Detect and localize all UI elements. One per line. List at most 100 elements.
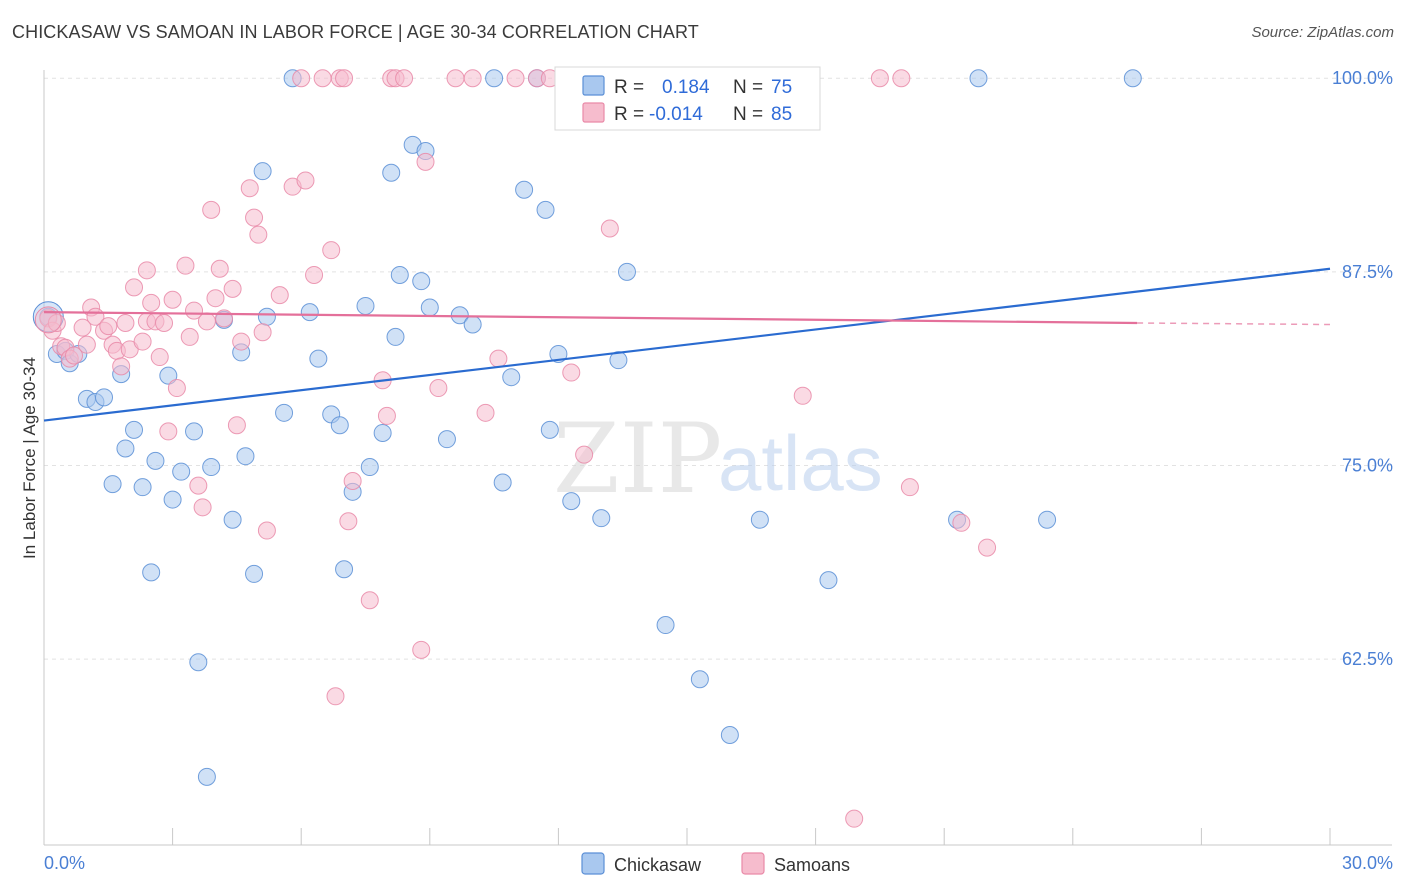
samoans-point <box>446 69 465 88</box>
chickasaw-point <box>95 388 114 407</box>
samoans-point <box>892 69 911 88</box>
chickasaw-point <box>300 303 319 322</box>
samoans-point <box>326 687 345 706</box>
chickasaw-point <box>540 420 559 439</box>
samoans-point <box>142 293 161 312</box>
chickasaw-point <box>189 653 208 672</box>
chickasaw-point <box>656 616 675 635</box>
samoans-point <box>245 208 264 227</box>
samoans-point <box>845 809 864 828</box>
samoans-point <box>253 323 272 342</box>
chickasaw-point <box>437 430 456 449</box>
samoans-point <box>159 422 178 441</box>
stats-r-label-samoans: R = <box>614 104 644 125</box>
chickasaw-point <box>330 416 349 435</box>
samoans-point <box>395 69 414 88</box>
stats-n-label-samoans: N = <box>733 104 763 125</box>
chickasaw-point <box>360 458 379 477</box>
watermark: ZIP atlas <box>553 403 883 515</box>
samoans-point <box>189 476 208 495</box>
chickasaw-point <box>819 571 838 590</box>
samoans-point <box>116 313 135 332</box>
chickasaw-point <box>382 163 401 182</box>
chickasaw-point <box>125 420 144 439</box>
chickasaw-point <box>197 767 216 786</box>
samoans-points <box>34 69 997 828</box>
y-tick-labels: 100.0% 87.5% 75.0% 62.5% <box>1332 68 1393 669</box>
samoans-point <box>313 69 332 88</box>
chickasaw-point <box>720 726 739 745</box>
source-credit: Source: ZipAtlas.com <box>1251 24 1394 41</box>
samoans-point <box>360 591 379 610</box>
samoans-point <box>339 512 358 531</box>
samoans-point <box>952 513 971 532</box>
samoans-point <box>227 416 246 435</box>
samoans-point <box>137 261 156 280</box>
samoans-trend-line-extension <box>1137 322 1331 326</box>
stats-r-samoans: -0.014 <box>649 104 703 125</box>
stats-r-chickasaw: 0.184 <box>662 77 710 98</box>
chickasaw-point <box>463 315 482 334</box>
chickasaw-point <box>592 509 611 528</box>
chickasaw-point <box>1038 510 1057 529</box>
x-tick-labels: 0.0% 30.0% <box>44 853 1393 873</box>
samoans-point <box>240 179 259 198</box>
watermark-atlas: atlas <box>718 419 883 507</box>
chickasaw-point <box>750 510 769 529</box>
samoans-point <box>197 312 216 331</box>
samoans-point <box>978 538 997 557</box>
chickasaw-point <box>536 200 555 219</box>
samoans-point <box>77 335 96 354</box>
chickasaw-point <box>502 368 521 387</box>
samoans-point <box>506 69 525 88</box>
chickasaw-point <box>690 670 709 689</box>
chickasaw-point <box>146 451 165 470</box>
samoans-point <box>65 346 84 365</box>
chickasaw-point <box>335 560 354 579</box>
chickasaw-point <box>373 423 392 442</box>
samoans-point <box>215 309 234 328</box>
samoans-point <box>416 152 435 171</box>
chickasaw-point <box>142 563 161 582</box>
samoans-point <box>180 327 199 346</box>
samoans-point <box>249 225 268 244</box>
samoans-point <box>112 357 131 376</box>
y-tick-label: 100.0% <box>1332 68 1393 88</box>
y-tick-label: 75.0% <box>1342 455 1393 475</box>
chickasaw-point <box>493 473 512 492</box>
samoans-point <box>133 332 152 351</box>
samoans-point <box>870 69 889 88</box>
samoans-point <box>793 386 812 405</box>
samoans-point <box>562 363 581 382</box>
stats-box: R = 0.184 N = 75 R = -0.014 N = 85 <box>554 66 821 131</box>
stats-n-chickasaw: 75 <box>771 77 792 98</box>
samoans-point <box>150 348 169 367</box>
stats-n-label-chickasaw: N = <box>733 77 763 98</box>
samoans-point <box>206 289 225 308</box>
samoans-point <box>429 379 448 398</box>
y-tick-label: 87.5% <box>1342 262 1393 282</box>
samoans-point-cluster <box>34 306 62 334</box>
samoans-point <box>343 471 362 490</box>
chickasaw-point <box>236 447 255 466</box>
samoans-point <box>322 241 341 260</box>
legend: Chickasaw Samoans <box>581 852 850 875</box>
samoans-point <box>155 313 174 332</box>
samoans-point <box>600 219 619 238</box>
chickasaw-point <box>549 344 568 363</box>
chickasaw-point <box>202 458 221 477</box>
samoans-point <box>99 317 118 336</box>
chickasaw-point <box>390 265 409 284</box>
chickasaw-point <box>485 69 504 88</box>
chickasaw-point <box>133 478 152 497</box>
chickasaw-point <box>515 180 534 199</box>
samoans-point <box>176 256 195 275</box>
samoans-point <box>335 69 354 88</box>
samoans-point <box>270 286 289 305</box>
stats-swatch-chickasaw <box>582 75 605 96</box>
chickasaw-point <box>245 564 264 583</box>
chickasaw-point <box>356 296 375 315</box>
chickasaw-point <box>223 510 242 529</box>
chickasaw-point <box>412 272 431 291</box>
